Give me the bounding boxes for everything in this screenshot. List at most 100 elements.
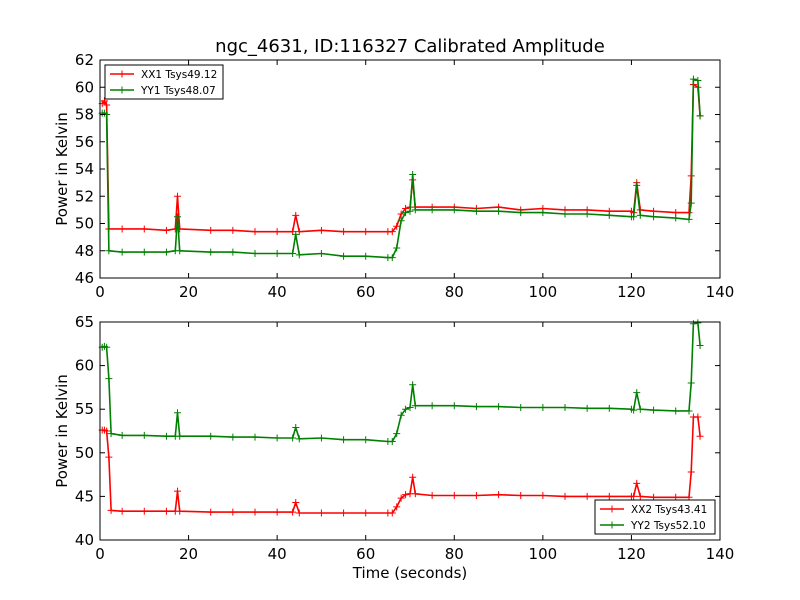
data-point [472,492,480,500]
y-tick-label: 65 [75,313,94,331]
data-point [107,430,115,438]
data-point [687,199,695,207]
data-point [397,217,405,225]
plot-frame [99,321,721,541]
data-point [207,508,215,516]
data-point [251,433,259,441]
data-point [450,206,458,214]
data-point [292,230,300,238]
data-point [103,101,111,109]
x-tick-label: 80 [445,545,464,563]
data-point [162,432,170,440]
data-point [103,427,111,435]
data-point [229,508,237,516]
data-point [672,214,680,222]
data-point [539,492,547,500]
y-axis-label: Power in Kelvin [53,112,71,226]
data-point [605,404,613,412]
data-point [402,405,410,413]
data-point [273,434,281,442]
legend-marker [608,521,616,529]
data-point [362,228,370,236]
data-point [229,248,237,256]
data-point [251,508,259,516]
y-tick-label: 52 [75,187,94,205]
data-point [229,433,237,441]
data-point [472,403,480,411]
x-tick-label: 100 [529,545,558,563]
data-point [295,251,303,259]
data-point [176,507,184,515]
data-point [630,492,638,500]
x-tick-label: 20 [179,283,198,301]
data-point [295,509,303,517]
x-tick-label: 40 [268,545,287,563]
y-tick-label: 56 [75,133,94,151]
data-point [251,249,259,257]
data-point [561,403,569,411]
legend-marker [118,86,126,94]
y-tick-label: 54 [75,160,94,178]
data-point [409,473,417,481]
data-point [388,228,396,236]
data-point [696,432,704,440]
data-point [100,97,108,105]
data-point [388,254,396,262]
legend-label: YY1 Tsys48.07 [140,85,216,97]
data-point [362,436,370,444]
data-point [406,207,414,215]
y-tick-label: 46 [75,269,94,287]
data-point [174,192,181,200]
series-2 [98,75,704,262]
data-point [107,506,115,514]
y-tick-label: 62 [75,51,94,69]
y-tick-label: 60 [75,357,94,375]
data-point [495,403,503,411]
x-axis-label: Time (seconds) [352,564,468,582]
y-tick-label: 45 [75,487,94,505]
data-point [450,402,458,410]
legend-label: XX2 Tsys43.41 [631,504,707,516]
data-point [630,213,638,221]
data-point [397,411,405,419]
data-point [251,228,259,236]
data-point [633,389,641,397]
y-tick-label: 58 [75,106,94,124]
data-point [685,407,693,415]
data-point [605,211,613,219]
y-axis-label: Power in Kelvin [53,374,71,488]
data-point [105,453,113,461]
data-point [409,170,417,178]
data-point [292,424,300,432]
data-point [428,492,436,500]
data-point [561,492,569,500]
data-point [273,508,281,516]
data-point [402,491,410,499]
data-point [694,413,702,421]
data-point [388,437,396,445]
data-point [411,402,419,410]
data-point [340,228,348,236]
data-point [292,499,300,507]
legend-box [104,64,224,100]
data-point [176,247,184,255]
data-point [583,492,591,500]
data-point [162,248,170,256]
data-point [583,210,591,218]
data-point [633,479,641,487]
data-point [317,434,325,442]
data-point [273,228,281,236]
data-point [561,210,569,218]
data-point [207,432,215,440]
data-point [687,468,695,476]
data-point [539,209,547,217]
data-point [517,403,525,411]
x-tick-label: 140 [706,283,735,301]
data-point [636,211,644,219]
data-point [289,508,297,516]
data-point [636,492,644,500]
data-point [539,403,547,411]
y-tick-label: 55 [75,400,94,418]
data-point [472,207,480,215]
data-point [406,403,414,411]
